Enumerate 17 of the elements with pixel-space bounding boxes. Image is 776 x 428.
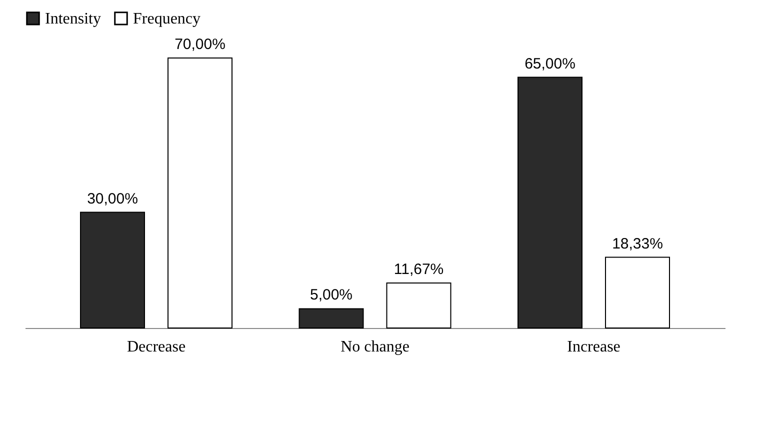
x-tick-label: Increase xyxy=(567,338,620,356)
bar xyxy=(80,212,145,328)
bar xyxy=(605,256,670,328)
x-tick-label: No change xyxy=(340,338,410,356)
bar xyxy=(386,282,452,328)
bar xyxy=(518,76,582,328)
data-label: 5,00% xyxy=(310,286,353,304)
x-tick-label: Decrease xyxy=(126,338,186,356)
data-label: 70,00% xyxy=(174,36,226,53)
bar xyxy=(168,58,232,328)
data-label: 30,00% xyxy=(87,190,138,208)
data-label: 18,33% xyxy=(612,235,663,252)
legend-label: Frequency xyxy=(133,10,201,28)
legend-label: Intensity xyxy=(45,10,101,28)
data-label: 11,67% xyxy=(394,260,444,278)
bar xyxy=(298,308,364,328)
data-label: 65,00% xyxy=(524,55,576,72)
